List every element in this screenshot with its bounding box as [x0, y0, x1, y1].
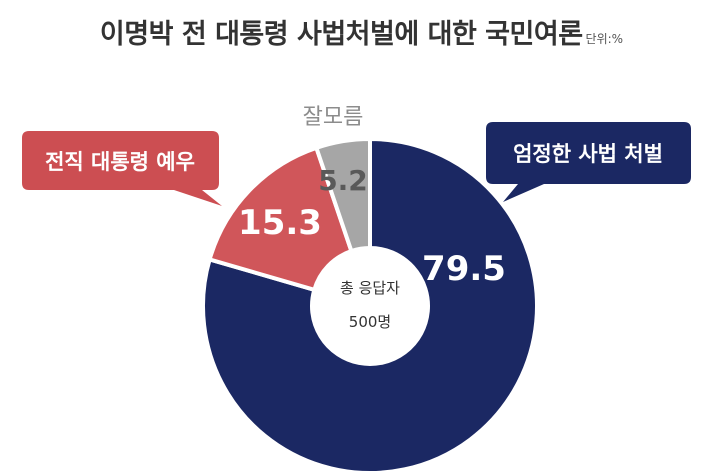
chart-title: 이명박 전 대통령 사법처벌에 대한 국민여론 단위:%	[0, 12, 723, 51]
donut-slices	[201, 137, 539, 472]
slice-unknown	[314, 137, 372, 254]
category-label-former-president: 전직 대통령 예우	[45, 150, 195, 174]
category-label-strict-punishment: 엄정한 사법 처벌	[513, 142, 663, 166]
value-label-unknown: 5.2	[318, 164, 368, 197]
value-label-strict-punishment: 79.5	[422, 249, 506, 289]
unit-label: 단위:%	[585, 32, 624, 46]
slice-former-president	[207, 145, 354, 292]
center-label-respondents: 총 응답자	[340, 279, 400, 297]
callout-bubble-navy	[486, 122, 691, 202]
callout-bubble-red	[22, 131, 222, 206]
callout-strict-punishment: 엄정한 사법 처벌	[486, 122, 691, 202]
category-label-unknown: 잘모름	[303, 105, 364, 130]
center-label-count: 500명	[349, 313, 391, 331]
chart-title-text: 이명박 전 대통령 사법처벌에 대한 국민여론	[99, 19, 583, 50]
slice-strict-punishment	[201, 137, 539, 472]
callout-former-president: 전직 대통령 예우	[22, 131, 222, 206]
value-label-former-president: 15.3	[238, 203, 322, 243]
